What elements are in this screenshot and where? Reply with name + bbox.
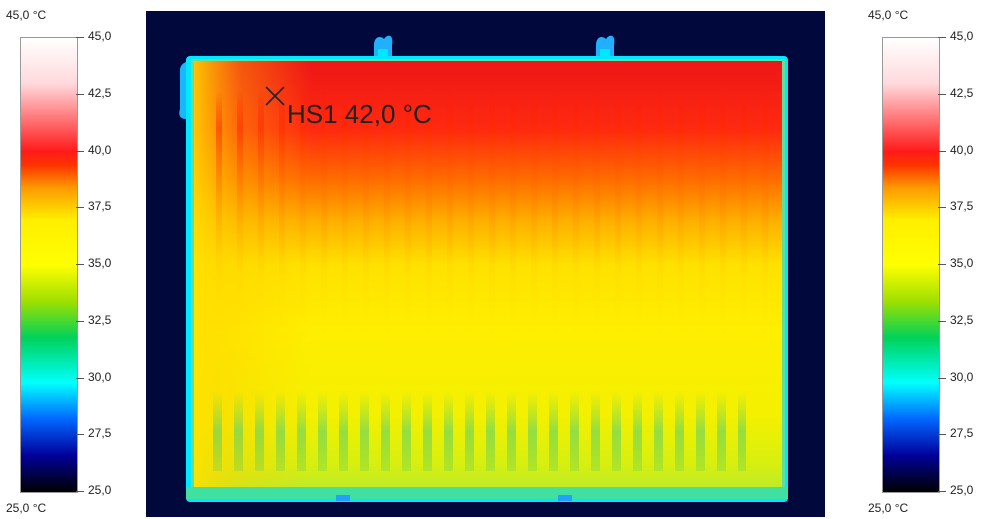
scale-tick (938, 37, 946, 38)
scale-tick (938, 434, 946, 435)
scale-tick (938, 491, 946, 492)
spot-marker-icon (265, 86, 285, 106)
color-scale-right: 45,0 °C 45,0 42,5 40,0 37,5 35,0 32,5 30… (862, 0, 986, 519)
scale-min-label: 25,0 °C (868, 501, 909, 515)
scale-tick-label: 45,0 (950, 29, 974, 43)
color-scale-bar (20, 37, 78, 493)
scale-tick-label: 35,0 (88, 256, 112, 270)
scale-tick-label: 27,5 (88, 426, 112, 440)
scale-tick (76, 491, 84, 492)
measurement-label: HS1 42,0 °C (287, 99, 432, 129)
scale-tick-label: 30,0 (950, 370, 974, 384)
scale-tick-label: 32,5 (950, 313, 974, 327)
scale-tick-label: 37,5 (950, 199, 974, 213)
scale-tick (76, 321, 84, 322)
scale-tick (938, 321, 946, 322)
scale-tick (938, 378, 946, 379)
thermal-image: HS1 42,0 °C (146, 11, 825, 517)
thermal-image-graphic (179, 35, 788, 502)
scale-tick (938, 207, 946, 208)
scale-tick-label: 45,0 (88, 29, 112, 43)
scale-tick (76, 94, 84, 95)
scale-tick (938, 264, 946, 265)
scale-tick-label: 37,5 (88, 199, 112, 213)
scale-tick-label: 30,0 (88, 370, 112, 384)
color-scale-left: 45,0 °C 45,0 42,5 40,0 37,5 35,0 32,5 30… (0, 0, 140, 519)
scale-max-label: 45,0 °C (868, 8, 909, 22)
scale-tick-label: 32,5 (88, 313, 112, 327)
scale-tick (76, 151, 84, 152)
scale-tick-label: 27,5 (950, 426, 974, 440)
scale-tick-label: 40,0 (950, 143, 974, 157)
color-scale-bar (882, 37, 940, 493)
scale-tick-label: 25,0 (88, 483, 112, 497)
scale-tick (76, 37, 84, 38)
scale-tick (76, 207, 84, 208)
scale-max-label: 45,0 °C (6, 8, 47, 22)
scale-tick-label: 40,0 (88, 143, 112, 157)
scale-tick-label: 35,0 (950, 256, 974, 270)
scale-tick (938, 151, 946, 152)
scale-tick (938, 94, 946, 95)
scale-tick (76, 434, 84, 435)
scale-tick (76, 378, 84, 379)
scale-tick-label: 42,5 (950, 86, 974, 100)
scale-tick (76, 264, 84, 265)
scale-tick-label: 42,5 (88, 86, 112, 100)
scale-min-label: 25,0 °C (6, 501, 47, 515)
scale-tick-label: 25,0 (950, 483, 974, 497)
